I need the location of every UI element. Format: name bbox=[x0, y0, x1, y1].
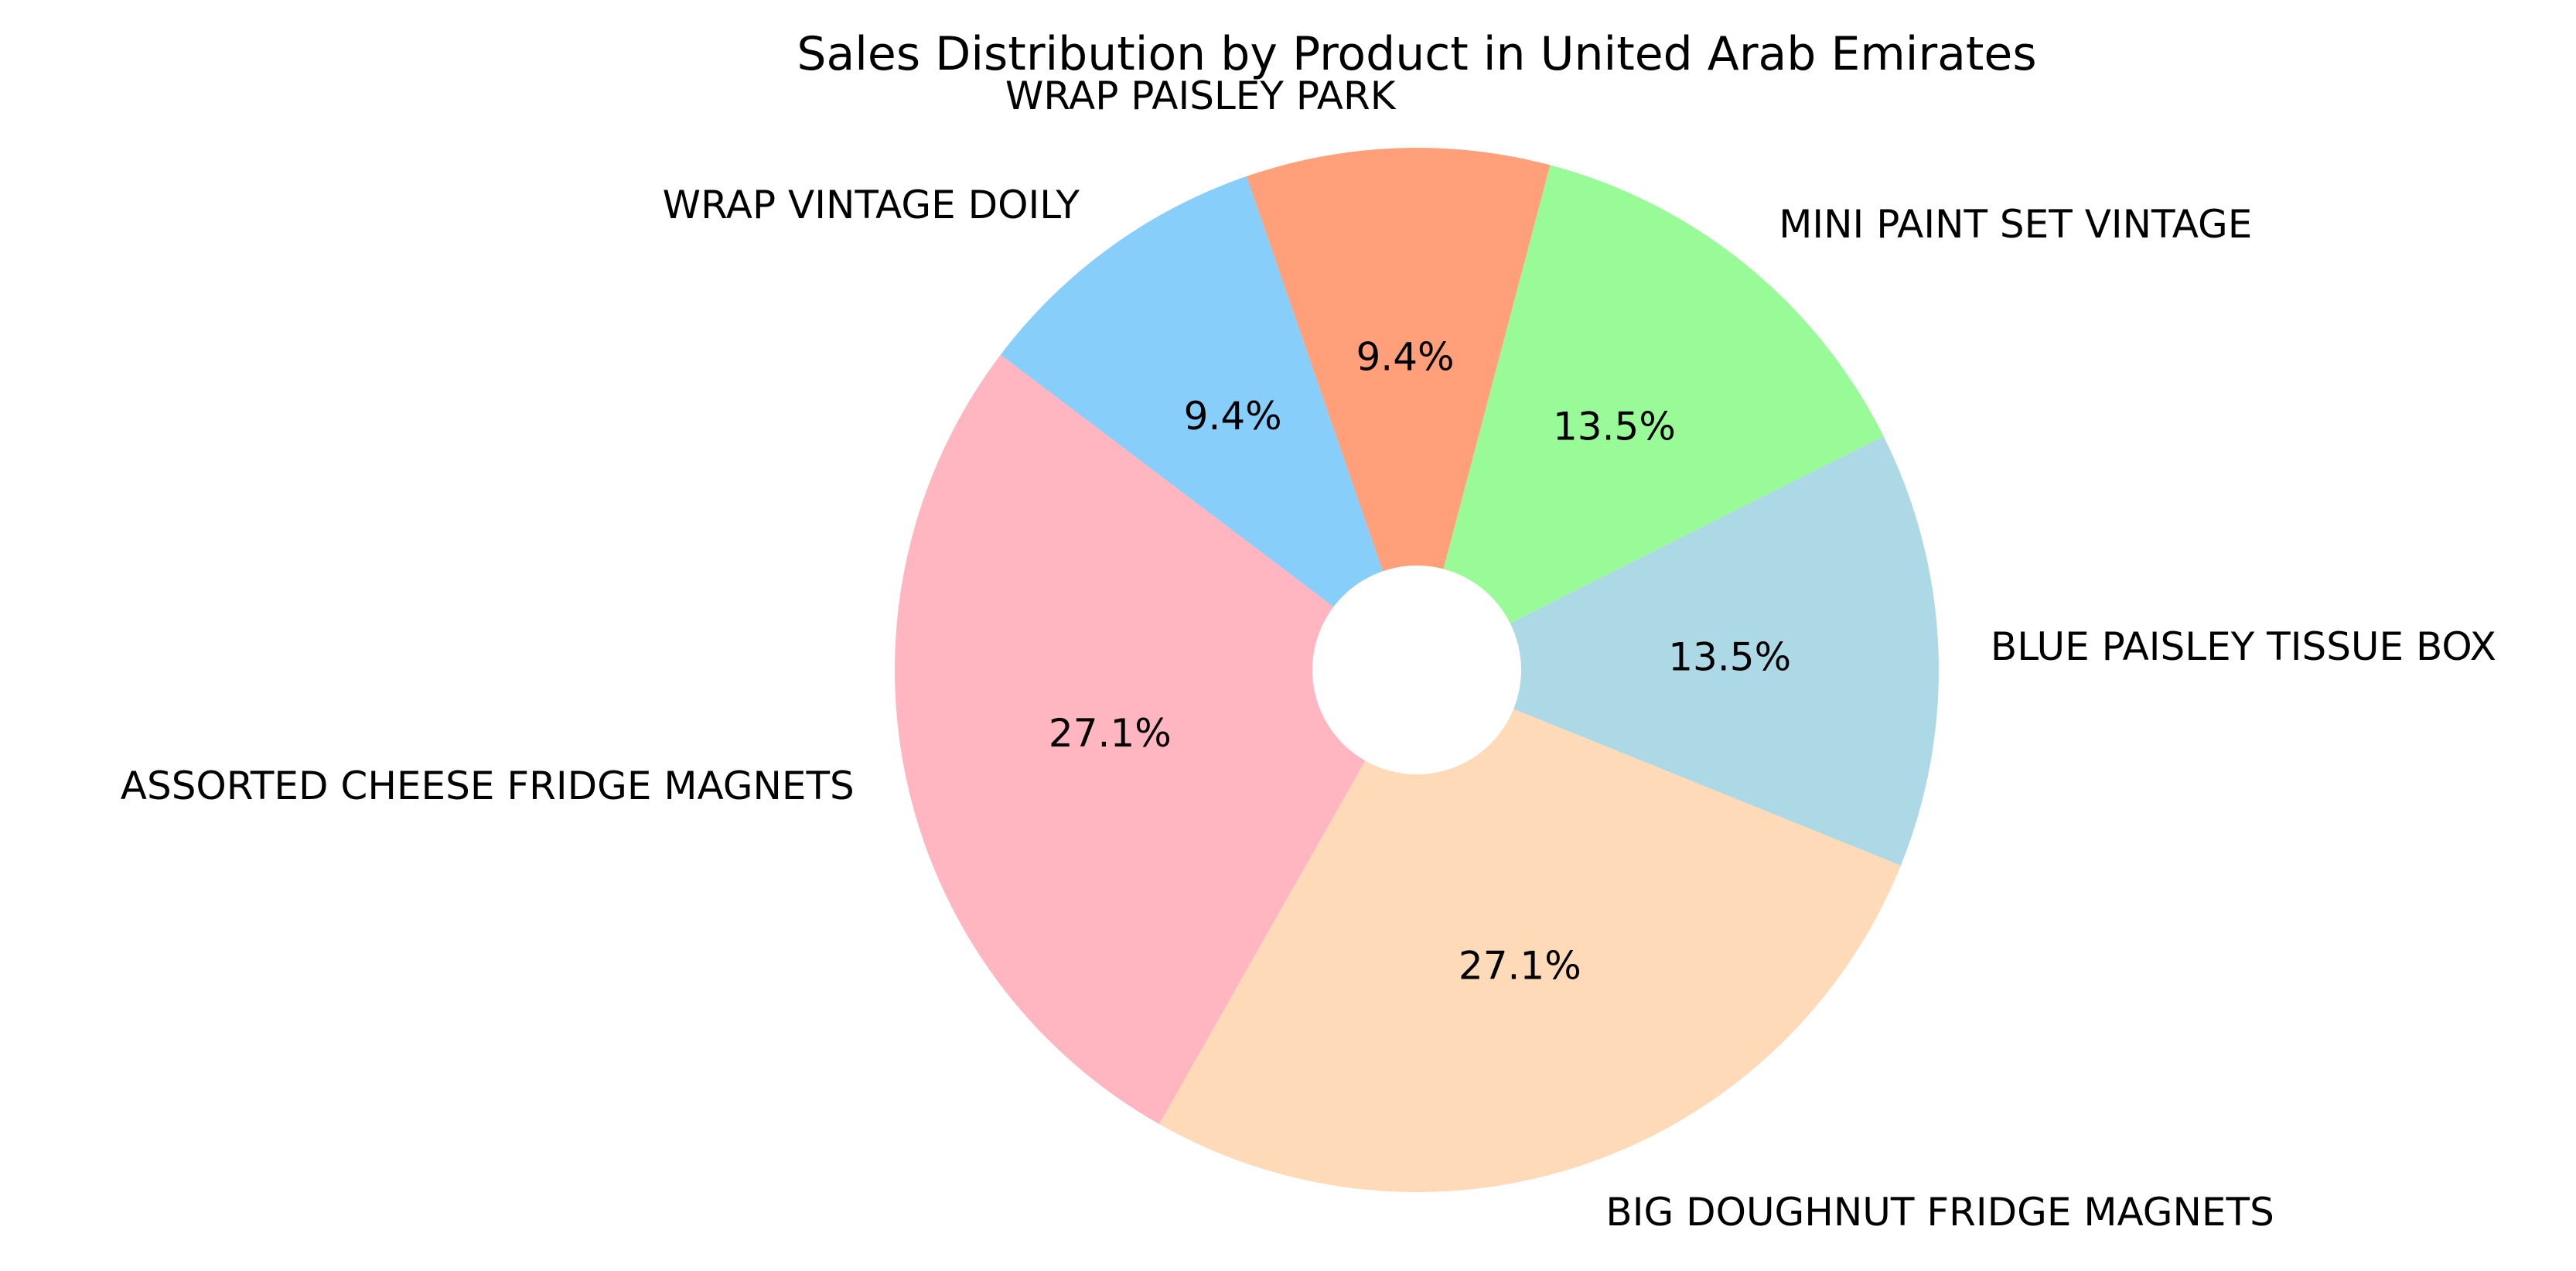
slice-label: MINI PAINT SET VINTAGE bbox=[1779, 202, 2252, 247]
donut-hole bbox=[1312, 565, 1521, 774]
pie-slice bbox=[1000, 176, 1417, 671]
slice-label: WRAP VINTAGE DOILY bbox=[663, 183, 1080, 227]
slice-label: BIG DOUGHNUT FRIDGE MAGNETS bbox=[1605, 1190, 2274, 1235]
slice-label: WRAP PAISLEY PARK bbox=[1005, 73, 1397, 118]
pie-slice bbox=[1417, 436, 1939, 866]
slice-percent-label: 13.5% bbox=[1553, 405, 1676, 449]
pie-slices bbox=[895, 148, 1939, 1193]
percent-labels: 13.5% 13.5% 9.4% 9.4% 27.1% 27.1% bbox=[1049, 334, 1791, 988]
slice-percent-label: 27.1% bbox=[1049, 711, 1172, 756]
chart-title: Sales Distribution by Product in United … bbox=[797, 27, 2036, 81]
slice-label: BLUE PAISLEY TISSUE BOX bbox=[1991, 624, 2496, 669]
slice-percent-label: 9.4% bbox=[1356, 334, 1455, 379]
slice-percent-label: 27.1% bbox=[1459, 943, 1581, 988]
pie-slice bbox=[1158, 670, 1901, 1193]
pie-slice bbox=[1417, 165, 1884, 670]
slice-label: ASSORTED CHEESE FRIDGE MAGNETS bbox=[121, 764, 855, 808]
pie-slice bbox=[1246, 148, 1551, 671]
pie-slice bbox=[895, 354, 1417, 1125]
slice-labels: BLUE PAISLEY TISSUE BOX MINI PAINT SET VI… bbox=[121, 73, 2496, 1235]
slice-percent-label: 9.4% bbox=[1184, 394, 1282, 439]
slice-percent-label: 13.5% bbox=[1668, 635, 1791, 680]
